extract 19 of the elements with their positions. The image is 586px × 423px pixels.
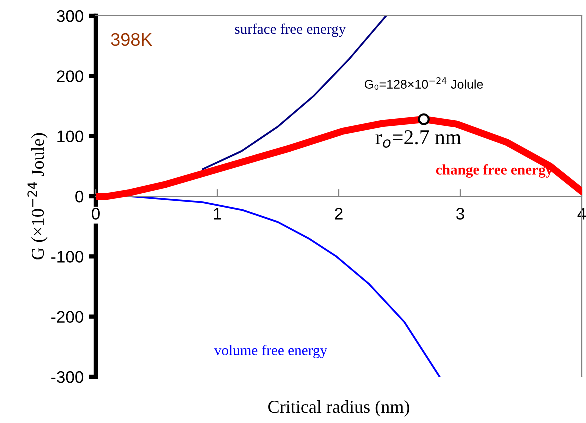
series-label: surface free energy (235, 24, 346, 38)
y-tick-label: 0 (76, 190, 84, 203)
annotation: r$_{o}$=2.7 nm (376, 130, 462, 148)
x-tick-label: 3 (456, 208, 464, 220)
annotation: 398K (111, 33, 153, 46)
annotation: G₀=128×10$^{−24}$ Jolule (364, 78, 484, 90)
series-label: change free energy (436, 164, 553, 178)
y-tick-label: -300 (52, 371, 84, 384)
x-axis-title: Critical radius (nm) (268, 400, 410, 417)
x-tick-label: 2 (335, 208, 343, 220)
y-tick-label: 100 (58, 130, 84, 143)
x-tick-label: 0 (92, 208, 100, 220)
y-axis-title: G (×10$^{−24}$ Joule) (28, 133, 48, 260)
y-tick-label: -100 (52, 251, 84, 263)
y-tick-label: 300 (57, 10, 84, 22)
y-tick-label: 200 (57, 70, 84, 82)
y-tick-label: -200 (52, 311, 84, 324)
text: volume free energy (214, 345, 328, 358)
x-tick-label: 1 (214, 208, 222, 220)
